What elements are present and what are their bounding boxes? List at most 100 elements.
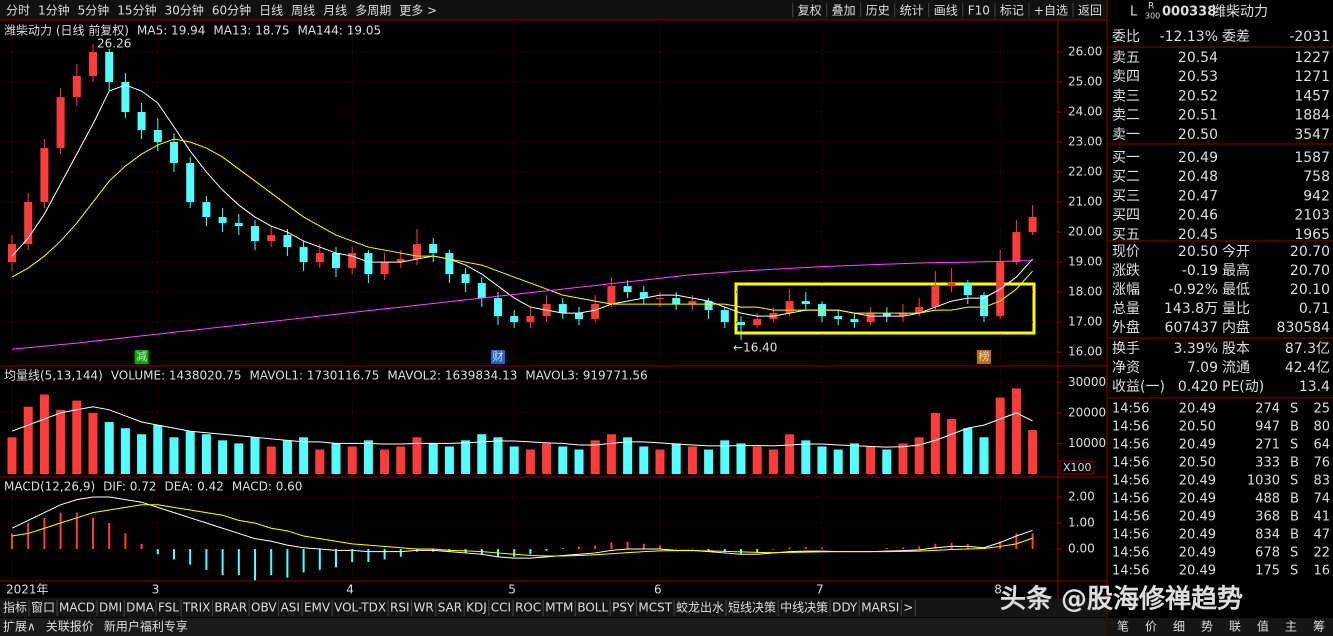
watermark: 头条 @股海修禅趋势 bbox=[1000, 584, 1243, 615]
candle-body bbox=[737, 322, 745, 326]
quote-tab[interactable]: 联 bbox=[1229, 620, 1241, 634]
indicator-tab[interactable]: MACD bbox=[59, 601, 95, 615]
toolbar-item[interactable]: 叠加 bbox=[832, 4, 856, 18]
indicator-tab[interactable]: 指标 bbox=[3, 600, 27, 615]
candle-body bbox=[850, 319, 859, 323]
quote-tab[interactable]: 价 bbox=[1145, 620, 1157, 634]
indicator-tab[interactable]: DMA bbox=[126, 601, 155, 615]
toolbar-item[interactable]: 更多 > bbox=[399, 4, 437, 18]
toolbar-item[interactable]: 30分钟 bbox=[165, 3, 204, 18]
candle-body bbox=[218, 217, 227, 224]
book-volume: 942 bbox=[1303, 188, 1330, 204]
toolbar-item[interactable]: 画线 bbox=[934, 4, 958, 18]
volume-bar bbox=[736, 443, 746, 474]
indicator-tab[interactable]: MTM bbox=[545, 601, 573, 615]
indicator-tab[interactable]: DMI bbox=[99, 601, 122, 615]
toolbar-item[interactable]: 标记 bbox=[1000, 4, 1024, 18]
indicator-tab[interactable]: VOL-TDX bbox=[334, 601, 386, 615]
volume-bar bbox=[234, 443, 244, 474]
indicator-tab[interactable]: WR bbox=[414, 601, 434, 615]
indicator-tab[interactable]: > bbox=[903, 601, 913, 615]
indicator-tab[interactable]: BOLL bbox=[577, 601, 608, 615]
candle-body bbox=[267, 235, 276, 242]
y-tick-label: 17.00 bbox=[1068, 315, 1102, 329]
indicator-tab[interactable]: KDJ bbox=[466, 601, 487, 615]
toolbar-item[interactable]: 1分钟 bbox=[38, 3, 70, 18]
book-price: 20.45 bbox=[1178, 227, 1218, 243]
candle-body bbox=[866, 313, 875, 323]
quote-cell: 20.70 bbox=[1290, 244, 1330, 260]
tick-volume: 1030 bbox=[1247, 474, 1280, 489]
event-label: 财 bbox=[493, 349, 504, 363]
toolbar-item[interactable]: 5分钟 bbox=[78, 3, 110, 18]
quote-tab[interactable]: 细 bbox=[1173, 620, 1185, 634]
quote-cell: 现价 bbox=[1112, 244, 1140, 260]
event-badge[interactable] bbox=[977, 350, 991, 364]
toolbar-item[interactable]: 返回 bbox=[1078, 4, 1102, 18]
toolbar-item[interactable]: +自选 bbox=[1034, 4, 1068, 18]
indicator-tab[interactable]: 蛟龙出水 bbox=[676, 600, 724, 615]
quote-tab[interactable]: 势 bbox=[1201, 620, 1213, 634]
indicator-tab[interactable]: 窗口 bbox=[31, 601, 55, 615]
indicator-tab[interactable]: ROC bbox=[515, 601, 541, 615]
toolbar-item[interactable]: 统计 bbox=[900, 4, 924, 18]
indicator-tab[interactable]: TRIX bbox=[182, 601, 210, 615]
volume-bar bbox=[23, 406, 33, 474]
quote-tab[interactable]: 笔 bbox=[1117, 619, 1129, 634]
volume-bar bbox=[169, 437, 179, 474]
toolbar bbox=[0, 0, 1107, 20]
tick-time: 14:56 bbox=[1112, 402, 1149, 417]
book-volume: 1227 bbox=[1294, 50, 1330, 66]
tick-volume: 274 bbox=[1255, 402, 1280, 417]
candle-body bbox=[801, 301, 810, 305]
quote-tab[interactable]: 主 bbox=[1285, 620, 1297, 634]
quote-tab[interactable]: 值 bbox=[1257, 619, 1269, 634]
toolbar-item[interactable]: 多周期 bbox=[355, 4, 391, 18]
toolbar-item[interactable]: 历史 bbox=[866, 4, 890, 18]
toolbar-item[interactable]: 月线 bbox=[323, 4, 347, 18]
tick-side: B bbox=[1290, 420, 1299, 435]
indicator-tab[interactable]: ASI bbox=[281, 601, 300, 615]
indicator-tab[interactable]: SAR bbox=[438, 601, 462, 615]
indicator-tab[interactable]: EMV bbox=[304, 601, 331, 615]
tick-count: 76 bbox=[1313, 456, 1330, 471]
volume-bar bbox=[947, 418, 957, 474]
indicator-tab[interactable]: FSL bbox=[158, 601, 179, 615]
indicator-tab[interactable]: MCST bbox=[638, 601, 672, 615]
indicator-tab[interactable]: CCI bbox=[491, 601, 511, 615]
toolbar-item[interactable]: 分时 bbox=[6, 4, 30, 18]
x-tick-label: 6 bbox=[654, 583, 662, 597]
candle-body bbox=[1012, 232, 1021, 263]
status-item[interactable]: 关联报价 bbox=[46, 619, 94, 634]
stock-name: 潍柴动力 bbox=[1212, 4, 1268, 20]
indicator-tab[interactable]: PSY bbox=[612, 601, 635, 615]
quote-cell: 0.71 bbox=[1299, 301, 1330, 317]
quote-cell: 830584 bbox=[1277, 320, 1331, 336]
event-badge[interactable] bbox=[134, 350, 149, 364]
indicator-line bbox=[11, 84, 1033, 317]
volume-bar bbox=[137, 434, 147, 474]
quote-tab[interactable]: 筹 bbox=[1313, 620, 1325, 634]
indicator-tab[interactable]: RSI bbox=[390, 601, 410, 615]
status-item[interactable]: 扩展∧ bbox=[3, 620, 36, 634]
toolbar-item[interactable]: 周线 bbox=[291, 4, 315, 18]
book-price: 20.47 bbox=[1178, 188, 1218, 204]
event-badge[interactable] bbox=[491, 350, 505, 364]
toolbar-item[interactable]: 15分钟 bbox=[117, 3, 156, 18]
toolbar-item[interactable]: 复权 bbox=[798, 4, 822, 18]
status-item[interactable]: 新用户福利专享 bbox=[104, 619, 188, 634]
volume-bar bbox=[396, 446, 406, 474]
indicator-tab[interactable]: OBV bbox=[251, 601, 277, 615]
tick-side: B bbox=[1290, 528, 1299, 543]
indicator-tab[interactable]: 短线决策 bbox=[728, 601, 776, 615]
indicator-tab[interactable]: DDY bbox=[832, 601, 858, 615]
toolbar-item[interactable]: 60分钟 bbox=[212, 3, 251, 18]
indicator-tab[interactable]: 中线决策 bbox=[780, 600, 828, 615]
tick-count: 80 bbox=[1313, 420, 1330, 435]
toolbar-item[interactable]: F10 bbox=[968, 4, 990, 18]
indicator-tab[interactable]: BRAR bbox=[214, 601, 247, 615]
indicator-tab[interactable]: MARSI bbox=[861, 601, 899, 615]
toolbar-item[interactable]: 日线 bbox=[259, 4, 283, 18]
